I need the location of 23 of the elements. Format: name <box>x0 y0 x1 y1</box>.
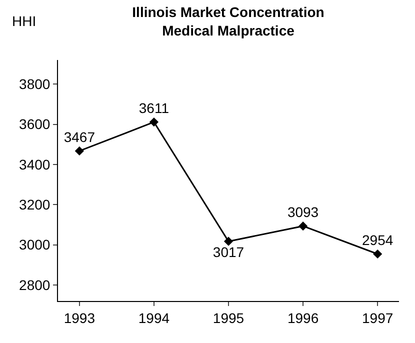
chart-title: Illinois Market Concentration Medical Malpractice <box>132 4 324 38</box>
data-label: 2954 <box>362 232 394 248</box>
y-tick-label: 3800 <box>19 76 50 92</box>
point <box>74 146 84 156</box>
data-label: 3093 <box>287 204 319 220</box>
y-tick-label: 3200 <box>19 196 50 212</box>
x-tick-label: 1996 <box>287 310 319 326</box>
data-label: 3467 <box>64 129 96 146</box>
y-axis-title: HHI <box>12 13 36 29</box>
x-tick-label: 1995 <box>212 310 244 326</box>
y-tick-label: 3600 <box>19 116 50 132</box>
x-tick-label: 1994 <box>138 310 170 326</box>
x-tick-label: 1993 <box>64 310 96 326</box>
x-tick-label: 1997 <box>362 310 394 326</box>
point <box>149 118 159 127</box>
point <box>373 249 382 259</box>
data-label: 3017 <box>212 244 244 260</box>
y-tick-label: 3000 <box>19 236 50 253</box>
point <box>224 236 234 246</box>
data-label: 3611 <box>138 100 170 116</box>
point <box>298 222 308 231</box>
y-tick-label: 2800 <box>19 276 50 293</box>
y-tick-label: 3400 <box>19 156 50 172</box>
